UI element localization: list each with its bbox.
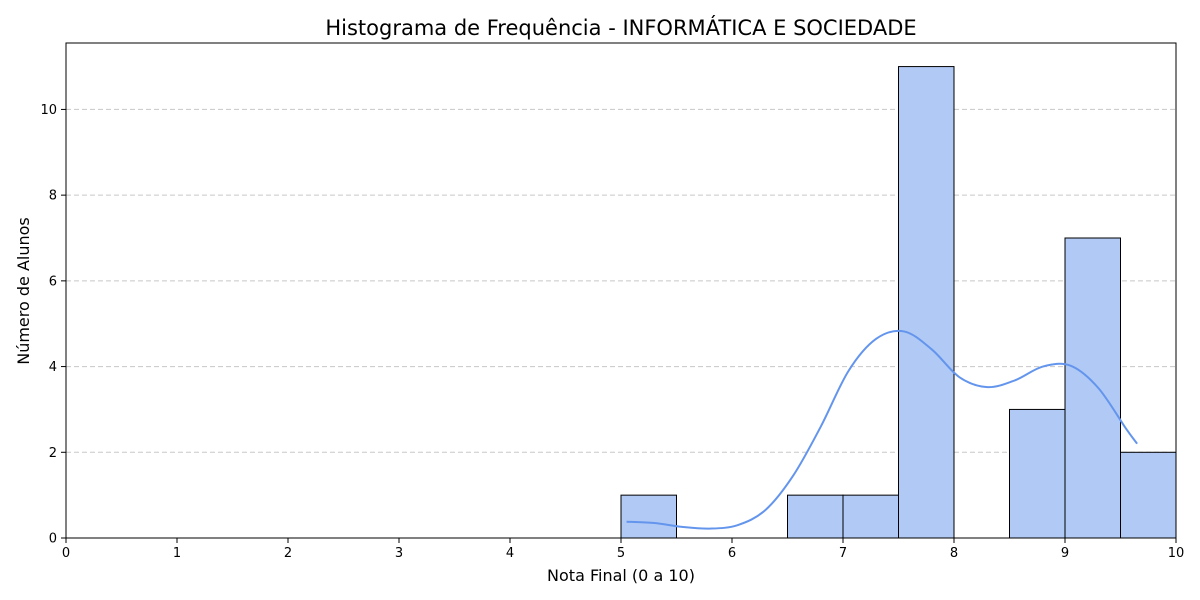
histogram-bar-5 — [1064, 237, 1121, 539]
histogram-bar-4 — [1009, 408, 1066, 539]
x-tick-label-6: 6 — [728, 546, 736, 561]
x-tick-label-1: 1 — [173, 546, 181, 561]
y-axis-ticks: 0 2 4 6 8 10 — [40, 103, 66, 547]
x-tick-label-2: 2 — [284, 546, 292, 561]
histogram-bars — [620, 66, 1177, 539]
x-tick-label-4: 4 — [506, 546, 514, 561]
y-tick-label-5: 10 — [40, 103, 57, 118]
x-tick-label-5: 5 — [617, 546, 625, 561]
x-tick-label-0: 0 — [62, 546, 70, 561]
x-axis-title: Nota Final (0 a 10) — [547, 566, 695, 585]
y-tick-label-3: 6 — [49, 274, 57, 289]
chart-title: Histograma de Frequência - INFORMÁTICA E… — [325, 15, 916, 40]
y-tick-label-4: 8 — [49, 189, 57, 204]
x-tick-label-3: 3 — [395, 546, 403, 561]
kde-curve — [626, 329, 1138, 530]
x-tick-label-7: 7 — [839, 546, 847, 561]
x-axis-ticks: 0 1 2 3 4 5 6 7 8 9 10 — [62, 538, 1184, 561]
grid-lines — [66, 108, 1176, 453]
y-axis-title: Número de Alunos — [14, 217, 33, 365]
y-tick-label-2: 4 — [49, 360, 57, 375]
x-tick-label-8: 8 — [950, 546, 958, 561]
y-tick-label-0: 0 — [49, 532, 57, 547]
x-tick-label-9: 9 — [1061, 546, 1069, 561]
x-tick-label-10: 10 — [1168, 546, 1185, 561]
y-tick-label-1: 2 — [49, 446, 57, 461]
histogram-bar-6 — [1120, 451, 1177, 539]
histogram-bar-0 — [620, 494, 677, 539]
histogram-bar-2 — [842, 494, 899, 539]
histogram-bar-3 — [898, 66, 955, 539]
histogram-bar-1 — [787, 494, 844, 539]
